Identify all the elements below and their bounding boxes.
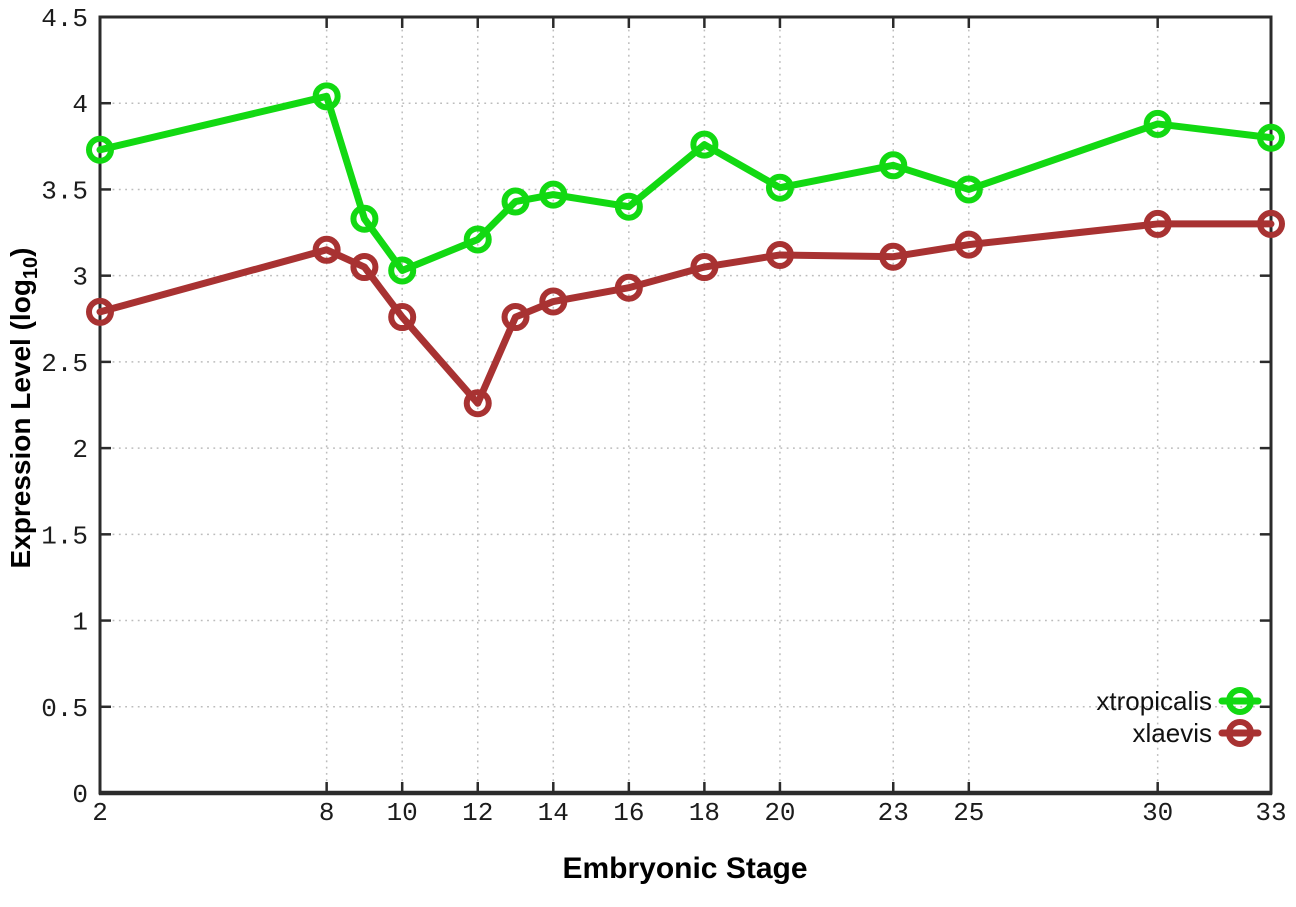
marker-xtropicalis	[539, 180, 568, 209]
series-line-xtropicalis	[96, 92, 1275, 274]
marker-xlaevis	[765, 240, 794, 269]
marker-xlaevis	[312, 235, 341, 264]
legend-label-xtropicalis: xtropicalis	[1096, 686, 1212, 716]
y-tick-label: 2	[72, 435, 88, 465]
legend-label-xlaevis: xlaevis	[1133, 718, 1212, 748]
marker-xtropicalis	[501, 187, 530, 216]
gridlines	[100, 17, 1271, 793]
legend-marker-xlaevis	[1226, 719, 1254, 747]
marker-xtropicalis	[954, 175, 983, 204]
x-tick-label: 8	[319, 798, 335, 828]
marker-xlaevis	[1257, 209, 1285, 238]
plot-border	[98, 15, 1273, 796]
y-tick-labels: 0 0.5 1 1.5 2 2.5 3 3.5 4 4.5	[41, 4, 88, 810]
y-tick-label: 3.5	[41, 176, 88, 206]
y-axis-title-subscript: 10	[20, 257, 42, 279]
marker-xlaevis	[879, 242, 908, 271]
marker-xlaevis	[86, 297, 114, 326]
x-tick-label: 14	[538, 798, 569, 828]
x-tick-label: 23	[878, 798, 909, 828]
x-tick-label: 16	[613, 798, 644, 828]
y-tick-label: 4	[72, 90, 88, 120]
marker-xlaevis	[614, 273, 643, 302]
marker-xlaevis	[350, 253, 379, 282]
x-tick-label: 20	[764, 798, 795, 828]
marker-xtropicalis	[879, 151, 908, 180]
y-tick-label: 0	[72, 780, 88, 810]
series-line-xlaevis	[96, 220, 1275, 407]
x-tick-label: 2	[92, 798, 108, 828]
marker-xtropicalis	[765, 173, 794, 202]
marker-xtropicalis	[86, 135, 114, 164]
x-tick-label: 30	[1142, 798, 1173, 828]
x-tick-label: 12	[462, 798, 493, 828]
axis-ticks	[100, 17, 1271, 793]
marker-xtropicalis	[350, 204, 379, 233]
x-axis-title: Embryonic Stage	[562, 852, 807, 885]
x-tick-labels: 2 8 10 12 14 16 18 20 23 25 30 33	[92, 798, 1286, 828]
data-series	[86, 82, 1285, 418]
marker-xlaevis	[1143, 209, 1172, 238]
marker-xlaevis	[463, 389, 492, 418]
legend-markers	[1218, 687, 1262, 747]
y-axis-title-main: Expression Level (log	[5, 279, 36, 568]
marker-xtropicalis	[1143, 109, 1172, 138]
x-tick-label: 18	[689, 798, 720, 828]
y-axis-title-close: )	[5, 248, 36, 257]
y-axis-title: Expression Level (log10)	[5, 248, 42, 569]
x-tick-label: 33	[1255, 798, 1286, 828]
x-tick-label: 25	[953, 798, 984, 828]
legend-marker-xtropicalis	[1226, 687, 1254, 715]
marker-xtropicalis	[614, 192, 643, 221]
x-tick-label: 10	[387, 798, 418, 828]
marker-xtropicalis	[1257, 123, 1285, 152]
legend: xtropicalis xlaevis	[1096, 686, 1262, 748]
y-tick-label: 1	[72, 608, 88, 638]
marker-xtropicalis	[463, 225, 492, 254]
marker-xlaevis	[539, 287, 568, 316]
y-tick-label: 3	[72, 263, 88, 293]
marker-xlaevis	[501, 303, 530, 332]
marker-xlaevis	[954, 230, 983, 259]
marker-xlaevis	[690, 253, 719, 282]
y-tick-label: 2.5	[41, 349, 88, 379]
y-tick-label: 1.5	[41, 521, 88, 551]
marker-xtropicalis	[388, 256, 417, 285]
marker-xlaevis	[388, 303, 417, 332]
y-tick-label: 0.5	[41, 694, 88, 724]
marker-xtropicalis	[312, 82, 341, 111]
y-tick-label: 4.5	[41, 4, 88, 34]
marker-xtropicalis	[690, 130, 719, 159]
plot-frame	[98, 15, 1273, 795]
